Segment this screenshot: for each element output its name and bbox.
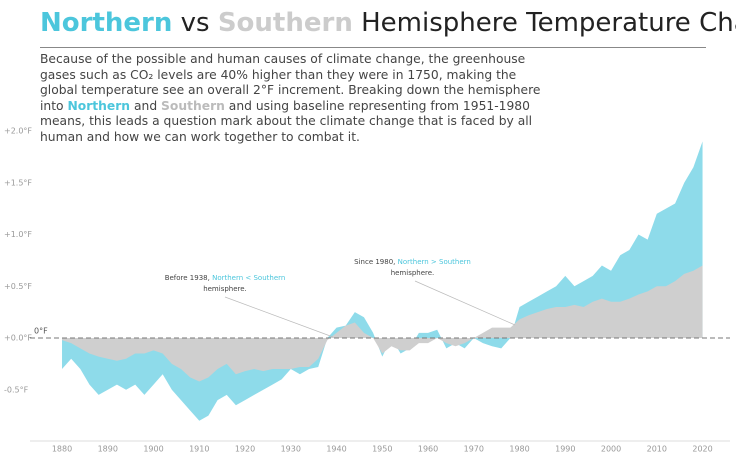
y-tick-label: +0.5°F <box>4 282 32 291</box>
x-tick-label: 1890 <box>98 445 118 454</box>
title-southern: Southern <box>217 8 353 38</box>
desc-southern: Southern <box>161 98 225 113</box>
annotation: Before 1938, Northern < Southern hemisphe… <box>160 273 290 295</box>
x-tick-label: 1990 <box>555 445 575 454</box>
area <box>62 141 703 421</box>
desc-northern: Northern <box>67 98 131 113</box>
annotation-text: Before 1938, <box>164 274 213 282</box>
desc-text: Because of the possible and human causes… <box>40 52 541 113</box>
x-tick-label: 1900 <box>143 445 163 454</box>
y-tick-label: +1.5°F <box>4 178 32 187</box>
annotation-text: Since 1980, <box>354 258 398 266</box>
x-tick-label: 2020 <box>692 445 712 454</box>
baseline-label: 0°F <box>34 327 48 336</box>
chart-title: Northern vs Southern Hemisphere Temperat… <box>40 8 736 38</box>
title-end: Hemisphere Temperature Change <box>361 8 736 38</box>
x-tick-label: 1940 <box>326 445 346 454</box>
annotation-text: hemisphere. <box>390 269 435 277</box>
x-tick-label: 1930 <box>281 445 301 454</box>
x-tick-label: 1960 <box>418 445 438 454</box>
description: Because of the possible and human causes… <box>40 52 550 145</box>
y-tick-label: +1.0°F <box>4 230 32 239</box>
x-tick-label: 1970 <box>464 445 484 454</box>
x-tick-label: 1950 <box>372 445 392 454</box>
title-vs: vs <box>180 8 210 38</box>
annotation-highlight: Northern > Southern <box>397 258 471 266</box>
x-tick-label: 2000 <box>601 445 621 454</box>
annotation: Since 1980, Northern > Southern hemispher… <box>350 257 475 279</box>
annotation-line <box>224 296 334 338</box>
x-tick-label: 2010 <box>647 445 667 454</box>
area <box>62 265 703 382</box>
x-tick-label: 1980 <box>509 445 529 454</box>
title-rule <box>40 47 706 48</box>
x-tick-label: 1910 <box>189 445 209 454</box>
title-northern: Northern <box>40 8 173 38</box>
desc-text: and using baseline representing from 195… <box>40 98 533 144</box>
y-tick-label: +2.0°F <box>4 127 32 136</box>
y-tick-label: +0.0°F <box>4 334 32 343</box>
annotation-line <box>414 280 516 326</box>
x-tick-label: 1880 <box>52 445 72 454</box>
y-tick-label: -0.5°F <box>4 385 29 394</box>
x-tick-label: 1920 <box>235 445 255 454</box>
desc-text: and <box>130 98 162 113</box>
annotation-text: hemisphere. <box>203 285 247 293</box>
annotation-highlight: Northern < Southern <box>212 274 286 282</box>
